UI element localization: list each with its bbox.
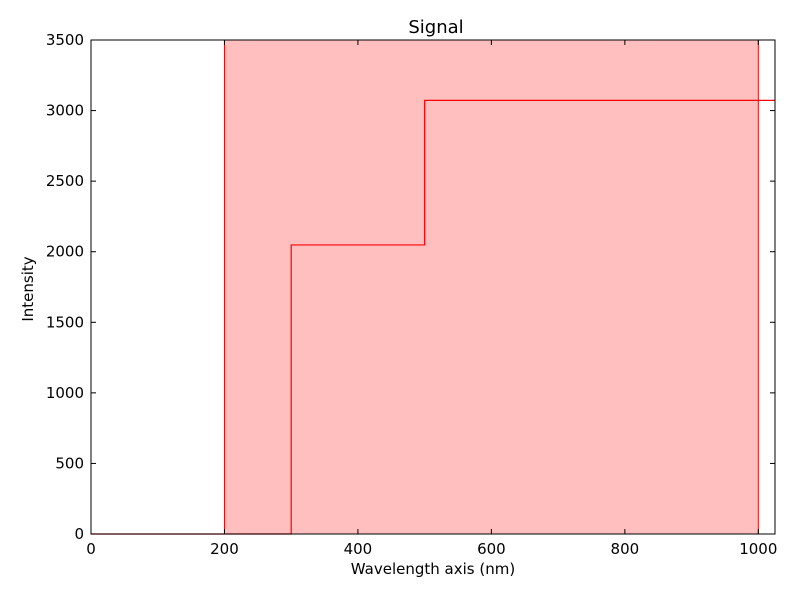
y-tick-label: 2500 <box>46 172 84 190</box>
x-tick-label: 200 <box>210 540 239 558</box>
x-tick-label: 400 <box>344 540 373 558</box>
chart-title: Signal <box>408 17 463 38</box>
y-tick-label: 0 <box>74 525 84 543</box>
y-tick-label: 500 <box>55 454 84 472</box>
y-tick-label: 1500 <box>46 313 84 331</box>
x-tick-label: 1000 <box>739 540 777 558</box>
y-tick-label: 3500 <box>46 31 84 49</box>
plot-frame <box>90 39 776 535</box>
highlight-region <box>224 40 759 534</box>
y-tick-label: 3000 <box>46 102 84 120</box>
y-axis-label: Intensity <box>19 256 37 321</box>
highlight-layer <box>223 40 759 534</box>
y-tick-label: 2000 <box>46 243 84 261</box>
y-tick-label: 1000 <box>46 384 84 402</box>
x-tick-label: 0 <box>86 540 96 558</box>
x-axis-label: Wavelength axis (nm) <box>351 560 515 578</box>
x-tick-label: 600 <box>477 540 506 558</box>
tick-layer: 0 200 400 600 800 1000 0 500 1000 1500 2000 2500 300… <box>46 31 778 558</box>
x-tick-label: 800 <box>611 540 640 558</box>
